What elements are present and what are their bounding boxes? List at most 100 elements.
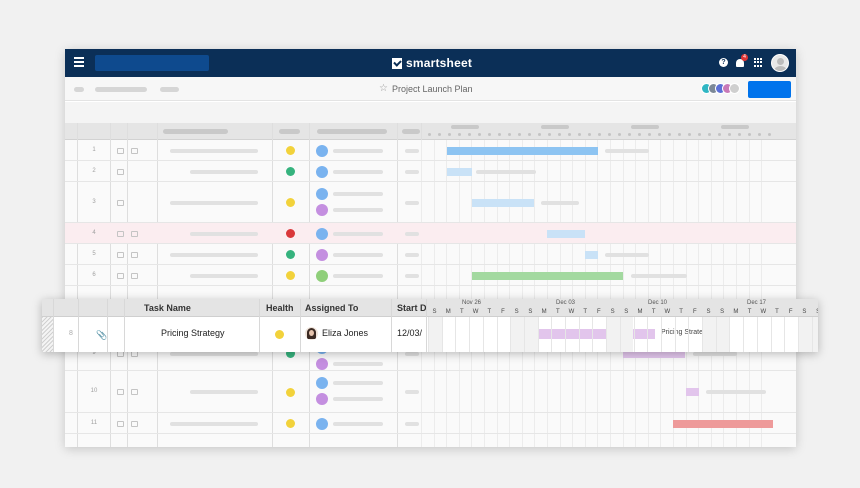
start-date-cell[interactable]: 12/03/ <box>397 328 423 338</box>
comment-icon[interactable] <box>131 251 138 258</box>
timeline-tick <box>738 133 741 136</box>
gantt-day-label: W <box>568 309 575 315</box>
smartsheet-logo[interactable]: smartsheet <box>392 55 472 71</box>
column-header-placeholder[interactable] <box>402 129 420 134</box>
attachment-icon[interactable] <box>117 199 124 206</box>
health-status-dot[interactable] <box>286 229 295 238</box>
column-header-assigned-to[interactable]: Assigned To <box>305 303 359 313</box>
attachment-icon[interactable] <box>117 389 124 395</box>
gantt-task-bar[interactable] <box>686 388 699 396</box>
gantt-task-bar[interactable] <box>673 419 773 428</box>
health-status-dot[interactable] <box>286 419 295 428</box>
gantt-day-line <box>716 317 717 352</box>
attachment-icon[interactable] <box>117 230 124 237</box>
attachment-icon[interactable] <box>117 251 124 258</box>
comment-icon[interactable] <box>131 272 138 279</box>
task-name-placeholder[interactable] <box>170 148 258 153</box>
health-status-dot[interactable] <box>286 349 295 358</box>
health-status-dot[interactable] <box>286 167 295 176</box>
grid-row[interactable]: 2 <box>65 161 796 182</box>
comment-icon[interactable] <box>131 389 138 395</box>
column-header-placeholder[interactable] <box>279 129 300 134</box>
gantt-day-label: T <box>679 309 683 315</box>
gantt-day-line <box>421 140 422 447</box>
health-status-dot[interactable] <box>286 146 295 155</box>
task-name-placeholder[interactable] <box>170 421 258 426</box>
notifications-bell-icon[interactable]: 4 <box>736 54 748 67</box>
health-status-dot[interactable] <box>286 271 295 280</box>
gantt-day-label: M <box>637 309 643 315</box>
app-launcher-grid-icon[interactable] <box>754 58 763 67</box>
gantt-day-line <box>572 140 573 447</box>
gantt-bar-label-placeholder <box>693 351 737 356</box>
grid-row[interactable]: 10 <box>65 371 796 413</box>
task-name-placeholder[interactable] <box>170 252 258 257</box>
toolbar-item-placeholder[interactable] <box>160 87 179 92</box>
grid-row[interactable]: 5 <box>65 244 796 265</box>
gantt-day-label: T <box>555 309 560 315</box>
column-header-start-date[interactable]: Start D <box>397 303 427 313</box>
toolbar-item-placeholder[interactable] <box>95 87 147 92</box>
attachment-icon[interactable] <box>117 272 124 279</box>
gantt-day-label: T <box>747 309 752 315</box>
user-avatar[interactable] <box>771 54 789 72</box>
task-name-placeholder[interactable] <box>170 351 258 356</box>
assignee-avatar <box>316 188 328 200</box>
task-name-placeholder[interactable] <box>190 273 258 278</box>
task-name-cell[interactable]: Pricing Strategy <box>161 328 225 338</box>
share-button[interactable] <box>748 81 791 98</box>
gantt-day-label: F <box>597 309 601 315</box>
gantt-task-bar[interactable] <box>623 349 685 358</box>
gantt-day-label: M <box>541 309 547 315</box>
column-header-placeholder[interactable] <box>317 129 387 134</box>
gantt-task-bar[interactable] <box>547 229 585 238</box>
task-name-placeholder[interactable] <box>170 200 258 205</box>
health-status-dot[interactable] <box>286 198 295 207</box>
health-status-dot[interactable] <box>286 387 295 397</box>
timeline-tick <box>508 133 511 136</box>
assignee-name-placeholder <box>333 208 383 212</box>
gantt-task-bar[interactable] <box>447 167 472 176</box>
attachment-icon[interactable] <box>117 168 124 175</box>
search-input[interactable] <box>95 55 209 71</box>
gantt-day-line <box>660 140 661 447</box>
comment-icon[interactable] <box>131 147 138 154</box>
attachment-icon[interactable] <box>117 420 124 427</box>
column-header-task-name[interactable]: Task Name <box>144 303 191 313</box>
comment-icon[interactable] <box>131 420 138 427</box>
health-status-dot[interactable] <box>275 330 284 339</box>
grid-row[interactable]: 3 <box>65 182 796 223</box>
gantt-task-bar[interactable] <box>472 198 534 207</box>
row-drag-handle[interactable] <box>42 317 53 352</box>
gantt-task-bar[interactable] <box>447 146 598 155</box>
task-name-placeholder[interactable] <box>190 169 258 174</box>
sheet-title-text: Project Launch Plan <box>391 83 473 94</box>
grid-row[interactable]: 6 <box>65 265 796 286</box>
gantt-task-bar[interactable] <box>535 329 655 339</box>
collaborator-avatars[interactable] <box>701 83 740 94</box>
grid-row[interactable]: 4 <box>65 223 796 244</box>
attachment-clip-icon[interactable]: 📎 <box>96 330 108 340</box>
app-window: smartsheet ? 4 ☆ Project Launch Plan 1 2 3… <box>65 49 796 447</box>
grid-row[interactable]: 11 <box>65 413 796 434</box>
comment-icon[interactable] <box>131 230 138 237</box>
grid-row[interactable]: 1 <box>65 140 796 161</box>
assignee-name-placeholder <box>333 252 383 257</box>
task-name-placeholder[interactable] <box>190 390 258 394</box>
column-header-health[interactable]: Health <box>266 303 294 313</box>
attachment-icon[interactable] <box>117 147 124 154</box>
gantt-task-bar[interactable] <box>585 250 598 259</box>
hamburger-menu-icon[interactable] <box>74 57 84 67</box>
timeline-tick <box>658 133 661 136</box>
assigned-to-cell[interactable]: Eliza Jones <box>322 328 369 338</box>
gantt-task-bar[interactable] <box>472 271 623 280</box>
assignee-avatar <box>316 269 328 282</box>
task-name-placeholder[interactable] <box>190 231 258 236</box>
column-header-placeholder[interactable] <box>163 129 228 134</box>
help-icon[interactable]: ? <box>719 58 728 67</box>
assignee-name-placeholder <box>333 397 383 401</box>
health-status-dot[interactable] <box>286 250 295 259</box>
favorite-star-icon[interactable]: ☆ <box>379 83 388 94</box>
toolbar-item-placeholder[interactable] <box>74 87 84 92</box>
row-number: 5 <box>92 250 96 257</box>
